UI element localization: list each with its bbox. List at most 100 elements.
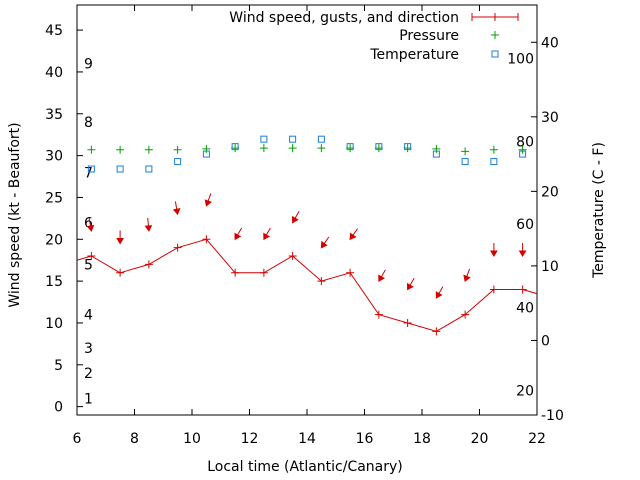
beaufort-label: 2 xyxy=(84,366,93,382)
wind-direction-arrow xyxy=(406,277,415,291)
y-left-tick-label: 25 xyxy=(45,190,63,206)
temperature-point xyxy=(519,150,527,158)
wind-speed-point xyxy=(432,327,441,336)
beaufort-label: 3 xyxy=(84,341,93,357)
x-tick-label: 12 xyxy=(241,431,259,447)
pressure-point xyxy=(259,144,268,153)
wind-speed-point xyxy=(489,285,498,294)
pressure-point xyxy=(173,145,182,154)
legend-temperature-marker xyxy=(491,50,499,58)
legend-label-pressure: Pressure xyxy=(399,28,459,44)
legend-wind-marker xyxy=(471,13,519,21)
y-left-tick-label: 0 xyxy=(54,400,63,416)
y-right-tick-label: -10 xyxy=(541,408,564,424)
y-left-tick-label: 45 xyxy=(45,23,63,39)
temperature-point xyxy=(317,135,325,143)
legend-label-temperature: Temperature xyxy=(369,47,459,63)
wind-direction-arrow xyxy=(86,218,95,232)
legend-sample-temperature xyxy=(491,50,499,58)
x-tick-label: 10 xyxy=(183,431,201,447)
fahrenheit-label: 20 xyxy=(516,383,534,399)
y-axis-right-label: Temperature (C - F) xyxy=(591,142,607,279)
wind-speed-point xyxy=(173,243,182,252)
y-right-tick-label: 40 xyxy=(541,35,559,51)
temperature-point xyxy=(289,135,297,143)
legend-sample-pressure xyxy=(491,31,499,39)
y-left-tick-label: 20 xyxy=(45,232,63,248)
wind-speed-point xyxy=(87,252,96,261)
temperature-series xyxy=(87,135,527,173)
wind-direction-arrow xyxy=(116,230,124,245)
legend-pressure-marker xyxy=(491,31,499,39)
wind-speed-point xyxy=(202,235,211,244)
wind-speed-point xyxy=(518,285,527,294)
pressure-point xyxy=(317,144,326,153)
y-axis-left-label: Wind speed (kt - Beaufort) xyxy=(7,122,23,307)
temperature-point xyxy=(490,158,498,166)
pressure-point xyxy=(489,145,498,154)
pressure-point xyxy=(518,145,527,154)
beaufort-label: 7 xyxy=(84,165,93,181)
temperature-point xyxy=(145,165,153,173)
wind-speed-point xyxy=(547,294,555,302)
axes-ticks: 6 8 10 12 14 16 18 20 22051015202530354045-10010… xyxy=(45,5,564,447)
legend: Wind speed, gusts, and direction Pressur… xyxy=(229,10,519,63)
wind-speed-point xyxy=(374,310,383,319)
x-tick-label: 6 xyxy=(73,431,82,447)
temperature-point xyxy=(174,158,182,166)
temperature-point xyxy=(87,165,95,173)
wind-direction-arrow xyxy=(172,201,181,216)
plot-border xyxy=(76,4,538,416)
legend-label-wind: Wind speed, gusts, and direction xyxy=(229,10,459,26)
pressure-point xyxy=(144,145,153,154)
wind-direction-arrow xyxy=(291,211,300,224)
wind-series xyxy=(77,235,555,336)
beaufort-label: 8 xyxy=(84,115,93,131)
x-tick-label: 14 xyxy=(298,431,316,447)
y-right-tick-label: 30 xyxy=(541,110,559,126)
x-axis-label: Local time (Atlantic/Canary) xyxy=(207,459,403,475)
fahrenheit-label: 100 xyxy=(507,52,534,68)
x-tick-label: 22 xyxy=(528,431,546,447)
wind-speed-point xyxy=(317,277,326,286)
y-left-tick-label: 40 xyxy=(45,65,63,81)
temperature-point xyxy=(231,143,239,151)
wind-direction-arrow xyxy=(463,268,471,282)
wind-speed-point xyxy=(144,260,153,269)
wind-speed-point xyxy=(116,268,125,277)
wind-speed-point xyxy=(346,268,355,277)
wind-direction-arrow xyxy=(320,236,330,249)
x-tick-label: 16 xyxy=(356,431,374,447)
wind-direction-arrow xyxy=(349,228,359,241)
pressure-point xyxy=(116,145,125,154)
wind-direction-arrow xyxy=(234,227,243,241)
wind-speed-point xyxy=(259,268,268,277)
pressure-series xyxy=(87,144,527,156)
wind-speed-line xyxy=(77,238,537,332)
wind-direction-arrow xyxy=(204,193,212,207)
temperature-point xyxy=(116,165,124,173)
wind-direction-arrow xyxy=(435,286,444,299)
y-left-tick-label: 5 xyxy=(54,358,63,374)
wind-speed-point xyxy=(288,252,297,261)
temperature-point xyxy=(375,143,383,151)
fahrenheit-labels: 20 40 60 80 100 xyxy=(507,52,534,400)
beaufort-label: 1 xyxy=(84,391,93,407)
temperature-point xyxy=(432,150,440,158)
beaufort-label: 9 xyxy=(84,57,93,73)
wind-direction-arrow xyxy=(490,243,498,257)
x-tick-label: 20 xyxy=(471,431,489,447)
beaufort-label: 6 xyxy=(84,216,93,232)
wind-direction-arrow xyxy=(518,243,527,257)
temperature-point xyxy=(461,158,469,166)
wind-direction-arrow xyxy=(144,217,153,232)
beaufort-label: 4 xyxy=(84,308,93,324)
temperature-point xyxy=(404,143,412,151)
wind-speed-point xyxy=(403,318,412,327)
wind-speed-point xyxy=(461,310,470,319)
wind-direction-arrow xyxy=(263,227,271,241)
y-right-tick-label: 0 xyxy=(541,333,550,349)
temperature-point xyxy=(346,143,354,151)
pressure-point xyxy=(461,147,470,156)
plot-frame xyxy=(76,4,538,416)
